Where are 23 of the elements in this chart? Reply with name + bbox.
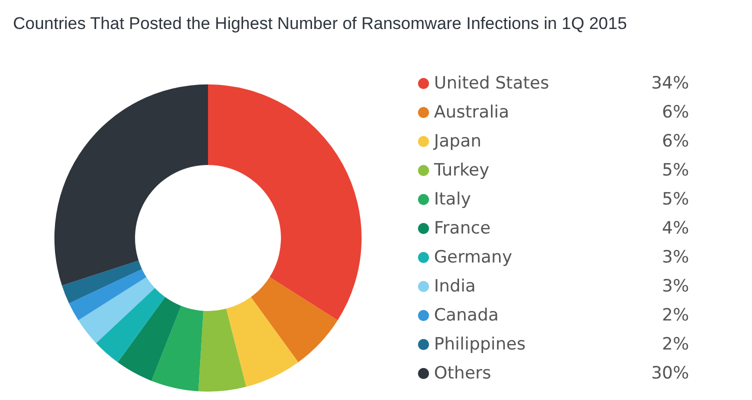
legend-label: Japan xyxy=(433,132,482,152)
data-label: 34% xyxy=(651,74,689,94)
legend-label: Italy xyxy=(434,190,471,210)
data-label: 4% xyxy=(662,218,689,238)
legend-label: India xyxy=(434,276,476,296)
data-label: 6% xyxy=(662,132,689,152)
chart-title: Countries That Posted the Highest Number of Ransomware Infections in 1Q 2015 xyxy=(13,14,627,33)
legend-label: Philippines xyxy=(434,334,526,354)
legend-label: Turkey xyxy=(433,160,490,180)
data-label: 2% xyxy=(662,306,689,326)
data-label: 2% xyxy=(662,334,689,354)
data-label: 5% xyxy=(662,190,689,210)
legend-label: Canada xyxy=(434,306,499,326)
data-label: 30% xyxy=(651,364,689,384)
legend-label: Australia xyxy=(434,102,510,122)
data-label: 3% xyxy=(662,276,689,296)
data-label: 3% xyxy=(662,248,689,268)
data-label: 6% xyxy=(662,102,689,122)
data-label: 5% xyxy=(662,160,689,180)
legend-label: Others xyxy=(434,364,492,384)
legend-label: France xyxy=(434,218,491,238)
legend-label: United States xyxy=(434,74,550,94)
legend-label: Germany xyxy=(434,248,512,268)
